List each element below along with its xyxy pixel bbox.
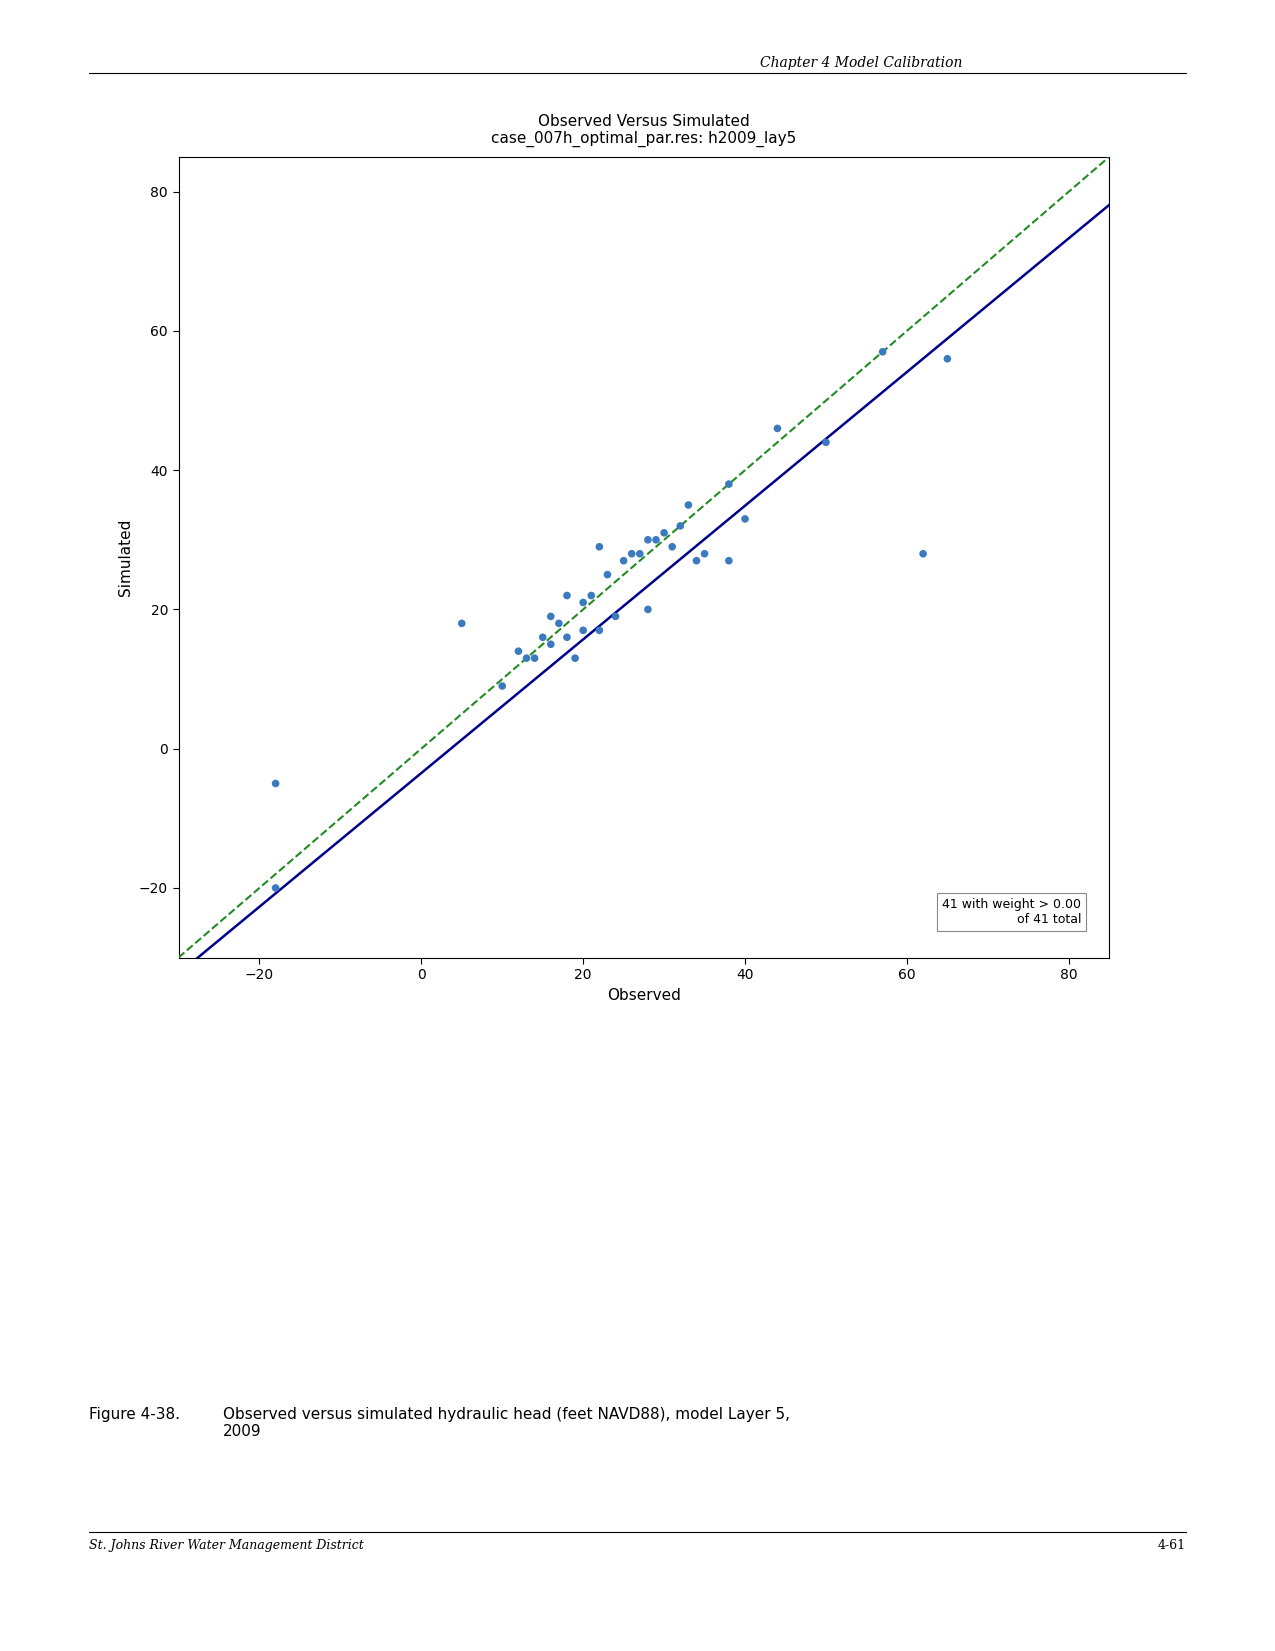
Point xyxy=(613,548,634,575)
Point xyxy=(671,513,691,540)
Point xyxy=(719,471,739,497)
Point xyxy=(572,617,593,644)
Point xyxy=(719,548,739,575)
Point xyxy=(589,617,609,644)
Point xyxy=(646,527,667,553)
Point xyxy=(451,611,472,637)
Point xyxy=(638,527,658,553)
Y-axis label: Simulated: Simulated xyxy=(119,518,134,596)
Point xyxy=(597,561,617,588)
Point xyxy=(686,548,706,575)
Text: St. Johns River Water Management District: St. Johns River Water Management Distric… xyxy=(89,1539,363,1552)
Point xyxy=(937,345,958,371)
Point xyxy=(695,540,715,566)
Point xyxy=(541,631,561,657)
Point xyxy=(589,533,609,560)
Point xyxy=(541,603,561,629)
Point xyxy=(654,520,674,546)
Point xyxy=(265,875,286,901)
Text: Observed versus simulated hydraulic head (feet NAVD88), model Layer 5,
2009: Observed versus simulated hydraulic head… xyxy=(223,1407,790,1440)
Point xyxy=(533,624,553,650)
Point xyxy=(492,674,513,700)
Point xyxy=(630,540,650,566)
Text: 4-61: 4-61 xyxy=(1158,1539,1186,1552)
Point xyxy=(565,646,585,672)
Point xyxy=(509,637,529,664)
Title: Observed Versus Simulated
case_007h_optimal_par.res: h2009_lay5: Observed Versus Simulated case_007h_opti… xyxy=(491,114,797,147)
Point xyxy=(581,583,602,609)
Point xyxy=(768,414,788,441)
Point xyxy=(557,624,578,650)
Point xyxy=(678,492,699,518)
Point xyxy=(548,611,569,637)
Point xyxy=(734,505,755,532)
Point xyxy=(524,646,544,672)
Point xyxy=(662,533,682,560)
Point xyxy=(816,429,836,456)
Point xyxy=(265,771,286,797)
Point xyxy=(606,603,626,629)
X-axis label: Observed: Observed xyxy=(607,987,681,1002)
Text: 41 with weight > 0.00
of 41 total: 41 with weight > 0.00 of 41 total xyxy=(942,898,1081,926)
Text: Figure 4-38.: Figure 4-38. xyxy=(89,1407,180,1422)
Text: Chapter 4 Model Calibration: Chapter 4 Model Calibration xyxy=(760,56,963,71)
Point xyxy=(572,589,593,616)
Point xyxy=(621,540,641,566)
Point xyxy=(516,646,537,672)
Point xyxy=(872,338,892,365)
Point xyxy=(638,596,658,622)
Point xyxy=(557,583,578,609)
Point xyxy=(913,540,933,566)
